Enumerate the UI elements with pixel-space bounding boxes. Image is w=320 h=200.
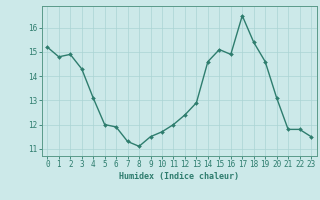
X-axis label: Humidex (Indice chaleur): Humidex (Indice chaleur) xyxy=(119,172,239,181)
